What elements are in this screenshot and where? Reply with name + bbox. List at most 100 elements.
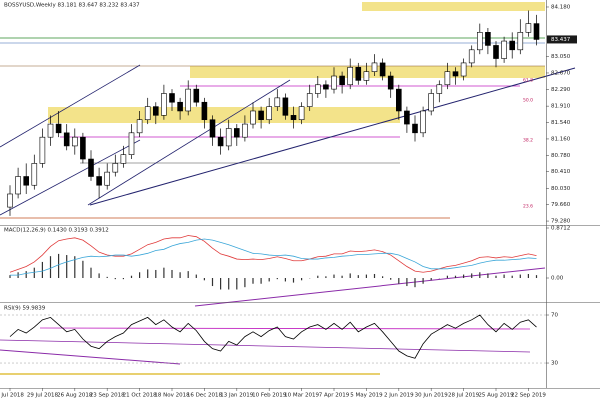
- histogram-bar: [503, 274, 505, 279]
- zone: [48, 107, 400, 123]
- candle-body: [169, 93, 175, 103]
- histogram-bar: [292, 278, 295, 283]
- histogram-bar: [25, 271, 27, 279]
- histogram-bar: [187, 271, 189, 279]
- x-tick-label: 10 Mar 2019: [284, 393, 319, 399]
- trend-line: [0, 64, 141, 148]
- candle-body: [387, 75, 394, 90]
- drawings: [0, 2, 576, 375]
- x-tick-label: 1 Jul 2018: [0, 393, 24, 399]
- candle-body: [104, 171, 110, 186]
- candle-body: [468, 49, 475, 64]
- histogram-bar: [422, 278, 424, 284]
- y-tick-label: 80.410: [551, 169, 571, 175]
- candle-body: [290, 115, 297, 121]
- candle-body: [193, 88, 200, 103]
- histogram-bar: [487, 273, 489, 279]
- histogram-bar: [527, 273, 529, 279]
- histogram-bar: [211, 278, 214, 287]
- candle-body: [493, 45, 499, 59]
- histogram-bar: [357, 275, 359, 279]
- candle-body: [23, 176, 30, 186]
- candle-body: [444, 71, 451, 86]
- histogram-bar: [9, 275, 11, 279]
- candle-body: [331, 75, 337, 90]
- candle-body: [7, 193, 13, 208]
- indicator-line: [10, 238, 537, 276]
- histogram-bar: [49, 256, 52, 279]
- candle-body: [379, 62, 386, 77]
- y-tick-label: 70: [551, 313, 558, 319]
- x-tick-label: 10 Feb 2019: [252, 393, 287, 399]
- trend-line: [0, 349, 181, 365]
- histogram-bar: [106, 276, 108, 279]
- candle-body: [371, 62, 378, 72]
- candle-body: [501, 40, 507, 59]
- candle-body: [404, 110, 410, 125]
- candle-body: [314, 84, 321, 94]
- trend-line: [0, 339, 531, 353]
- histogram-bar: [414, 278, 416, 288]
- histogram-bar: [317, 275, 319, 279]
- histogram-bar: [535, 275, 538, 279]
- histogram-bar: [260, 278, 262, 284]
- candle-body: [298, 106, 305, 121]
- candle-body: [485, 32, 491, 46]
- y-tick-label: 80.030: [551, 186, 571, 192]
- histogram-bar: [74, 256, 76, 279]
- histogram-bar: [325, 276, 327, 279]
- candle-body: [63, 132, 70, 147]
- x-tick-label: 30 Jun 2019: [415, 393, 449, 399]
- trend-line: [87, 79, 291, 206]
- x-tick-label: 16 Dec 2018: [187, 393, 223, 399]
- candle-body: [55, 123, 62, 134]
- price-marker: [547, 35, 577, 44]
- histogram-bar: [41, 261, 43, 279]
- histogram-bar: [519, 274, 521, 279]
- x-tick-label: 5 May 2019: [350, 393, 383, 399]
- candle-body: [347, 66, 354, 86]
- histogram-bar: [130, 275, 133, 279]
- y-tick-label: 83.050: [551, 54, 571, 60]
- histogram-bar: [373, 273, 376, 279]
- candle-body: [31, 163, 38, 186]
- candle-body: [250, 110, 256, 125]
- fib-label: 61.8: [523, 78, 533, 84]
- histogram-bar: [236, 278, 238, 290]
- histogram-bar: [66, 255, 68, 279]
- histogram-bar: [430, 278, 432, 281]
- candle-body: [217, 136, 224, 147]
- x-tick-label: 23 Sep 2018: [90, 393, 125, 399]
- histogram-bar: [495, 275, 497, 279]
- histogram-bar: [479, 272, 481, 279]
- histogram-bar: [446, 275, 448, 279]
- trend-line: [0, 139, 141, 216]
- x-tick-label: 29 Jul 2018: [27, 393, 59, 399]
- histogram-bar: [139, 272, 141, 279]
- histogram-bar: [220, 278, 222, 290]
- y-tick-label: 81.540: [551, 120, 571, 126]
- y-tick-label: 80.780: [551, 153, 571, 159]
- x-tick-label: 7 Apr 2019: [319, 393, 350, 399]
- candle-body: [306, 93, 313, 107]
- x-tick-label: 2 Jun 2019: [384, 393, 414, 399]
- histogram-bar: [390, 278, 392, 280]
- candle-body: [428, 93, 435, 112]
- histogram-bar: [82, 260, 84, 279]
- x-tick-label: 21 Oct 2018: [123, 393, 158, 399]
- histogram-bar: [203, 278, 205, 281]
- candle-body: [323, 84, 329, 90]
- histogram-bar: [171, 269, 173, 279]
- candle-body: [39, 136, 46, 164]
- candle-body: [144, 106, 151, 121]
- x-tick-label: 13 Jan 2019: [220, 393, 253, 399]
- y-tick-label: 84.180: [551, 4, 571, 10]
- candle-body: [509, 40, 516, 51]
- y-tick-label: 0.8712: [551, 225, 570, 231]
- histogram-bar: [33, 267, 35, 279]
- histogram-bar: [398, 278, 400, 284]
- histogram-bar: [301, 278, 303, 281]
- histogram-bar: [349, 273, 351, 279]
- candle-body: [420, 110, 426, 134]
